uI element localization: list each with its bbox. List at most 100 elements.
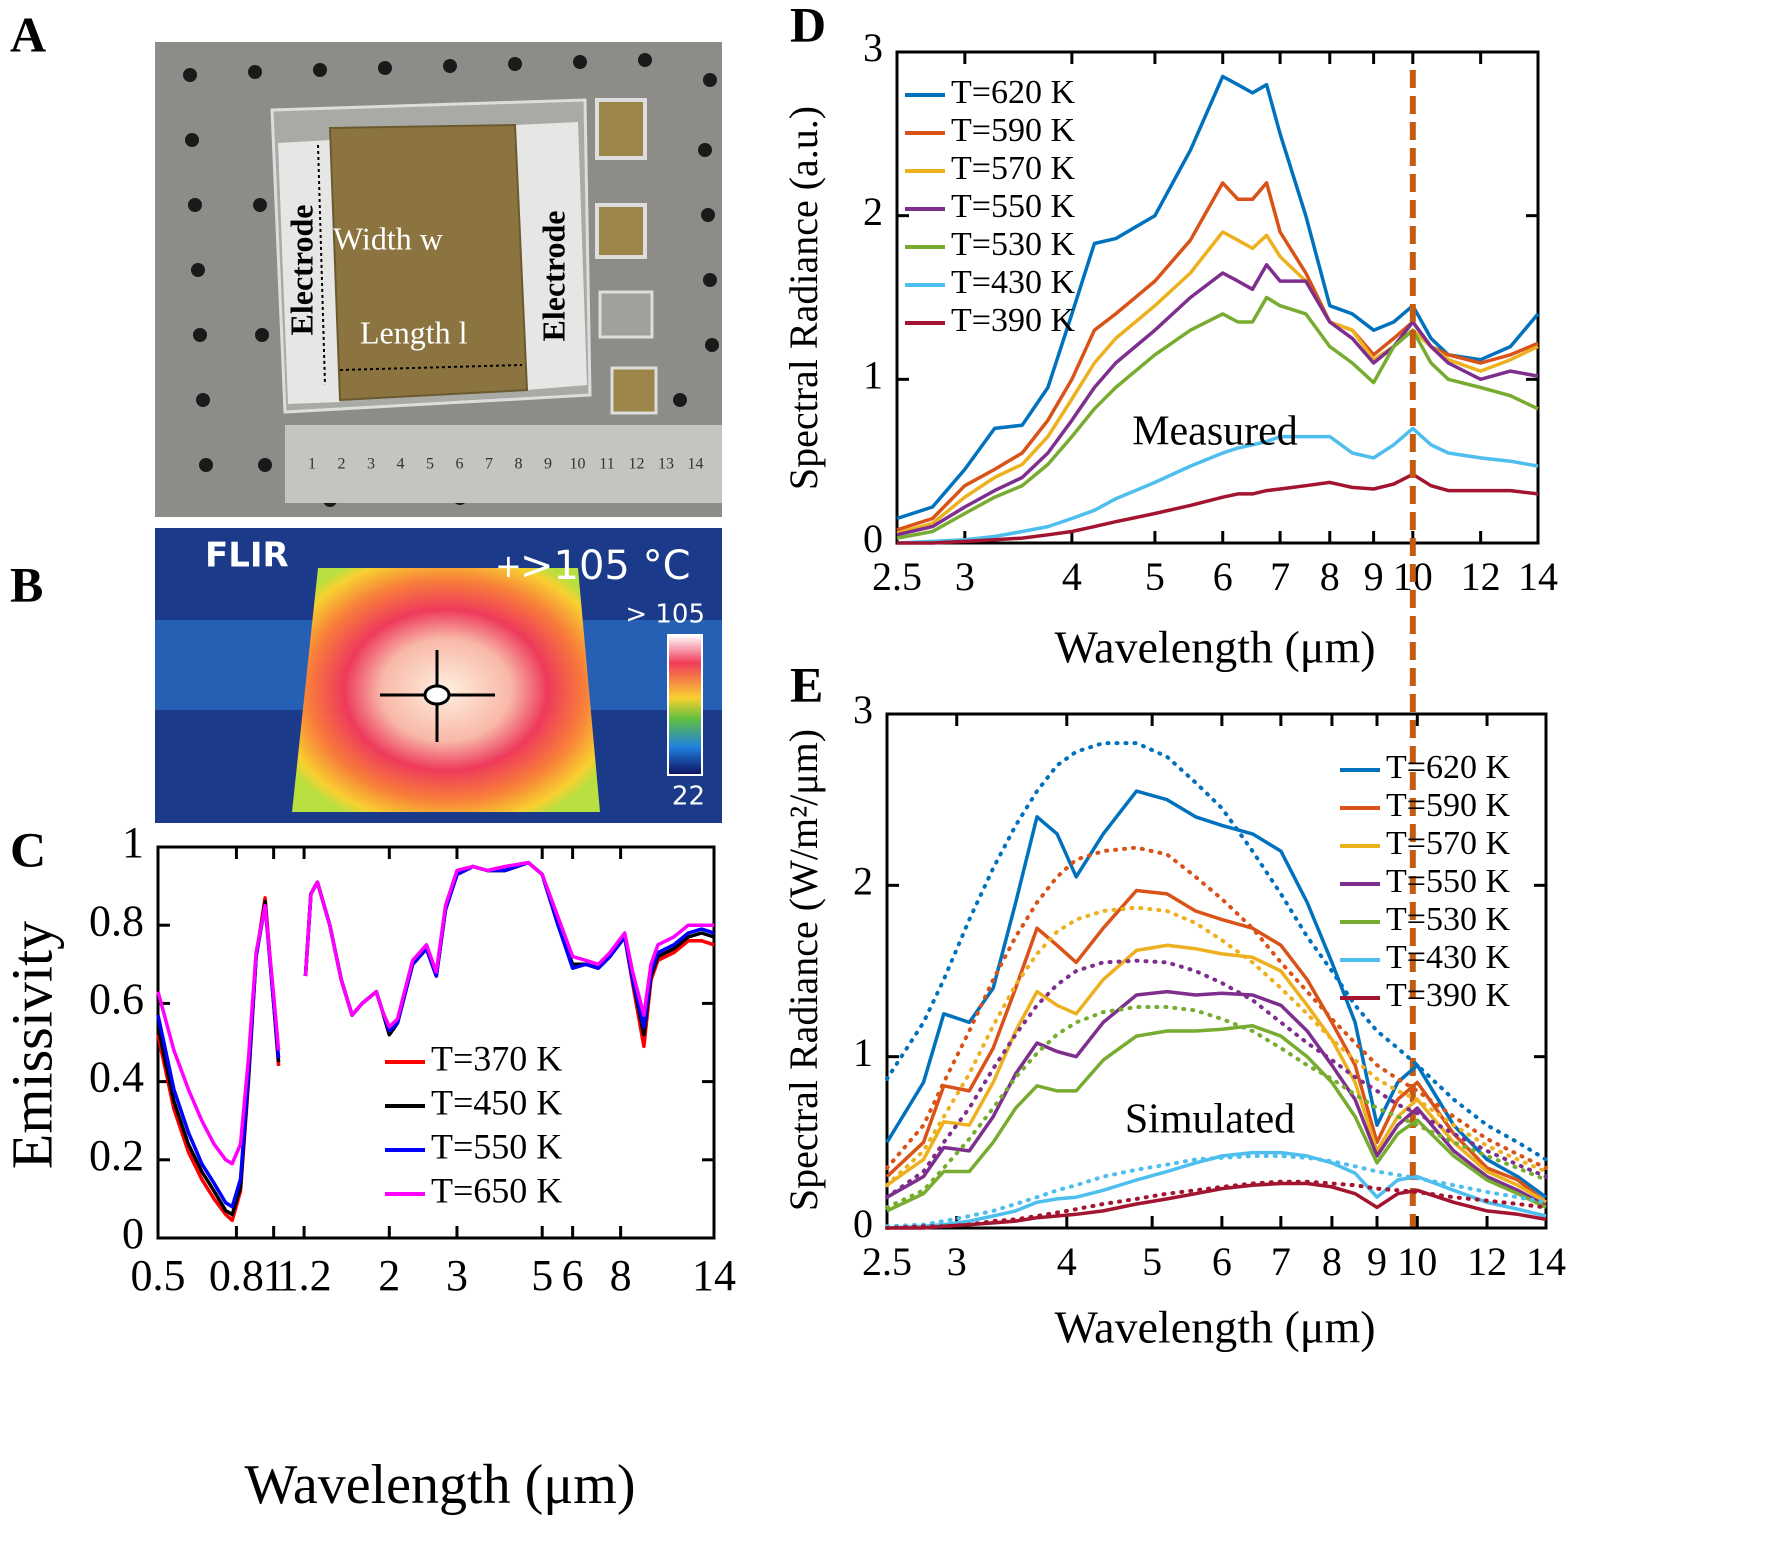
ruler-number: 10	[570, 456, 586, 473]
series-line	[885, 943, 1547, 1204]
ruler-number: 5	[426, 456, 434, 473]
legend-label: T=590 K	[1386, 787, 1510, 824]
y-tick-label: 2	[853, 859, 873, 904]
plate-holes	[183, 53, 719, 507]
length-arrow	[339, 364, 523, 371]
small-sample	[595, 203, 647, 259]
series-line	[156, 860, 714, 1166]
y-tick-label: 0.2	[89, 1131, 144, 1180]
small-sample	[610, 366, 658, 415]
sample	[328, 123, 529, 402]
panel-label: A	[10, 6, 46, 62]
x-tick-label: 14	[692, 1251, 736, 1300]
legend-label: T=620 K	[951, 74, 1075, 111]
legend-label: T=570 K	[951, 150, 1075, 187]
crosshair-icon: +	[495, 547, 522, 585]
colorbar-max: > 105	[625, 600, 705, 630]
electrode-label: Electrode	[283, 205, 319, 336]
x-tick-label: 3	[446, 1251, 468, 1300]
ruler-number: 2	[338, 456, 346, 473]
legend-label: T=550 K	[1386, 863, 1510, 900]
ruler-number: 1	[308, 456, 316, 473]
x-tick-label: 4	[1062, 554, 1082, 599]
legend-label: T=530 K	[951, 226, 1075, 263]
ruler-number: 14	[688, 456, 704, 473]
plot-frame	[885, 712, 1548, 1230]
colorbar-min: 22	[672, 782, 705, 812]
ruler-number: 11	[599, 456, 614, 473]
x-tick-label: 6	[562, 1251, 584, 1300]
plot-frame	[895, 50, 1540, 545]
x-tick-label: 4	[1057, 1239, 1077, 1284]
chart: 00.20.40.60.810.5 0.811.2 2 3 5 6 8 14T=370 KT=…	[0, 818, 736, 1516]
ruler-number: 4	[397, 456, 405, 473]
ruler-number: 13	[658, 456, 674, 473]
brand: FLIR	[205, 536, 289, 576]
small-sample	[595, 98, 647, 160]
ruler-number: 3	[367, 456, 375, 473]
electrode	[515, 122, 587, 390]
x-tick-label: 3	[947, 1239, 967, 1284]
panel-label: B	[10, 556, 43, 612]
ruler	[285, 425, 722, 503]
legend-label: T=620 K	[1386, 749, 1510, 786]
y-tick-label: 1	[863, 353, 883, 398]
y-tick-label: 3	[853, 687, 873, 732]
series-line	[886, 989, 1547, 1208]
panel-b: FLIR + >105 °C > 105 22 B	[10, 528, 722, 823]
x-tick-label: 14	[1518, 554, 1558, 599]
x-tick-label: 1	[263, 1251, 285, 1300]
x-tick-label: 5	[531, 1251, 553, 1300]
x-tick-label: 8	[1320, 554, 1340, 599]
x-tick-label: 2.5	[862, 1239, 912, 1284]
panel-a: 1 2 3 4 5 6 7 8 9 10 11 12 13 14 Electrode Electrode …	[10, 6, 722, 517]
annotation: Simulated	[1125, 1097, 1295, 1143]
series-line	[886, 1150, 1547, 1230]
panel-label: E	[790, 656, 823, 712]
x-tick-label: 8	[610, 1251, 632, 1300]
width-arrow	[317, 144, 326, 386]
legend-label: T=430 K	[1386, 939, 1510, 976]
x-tick-label: 0.8	[209, 1251, 264, 1300]
ruler-number: 7	[485, 456, 493, 473]
width-label: Width w	[333, 220, 443, 256]
y-axis-label: Spectral Radiance (a.u.)	[781, 106, 826, 490]
series-line	[896, 263, 1539, 537]
y-tick-label: 1	[122, 818, 144, 867]
colorbar	[667, 634, 703, 776]
x-tick-label: 7	[1270, 554, 1290, 599]
ruler-number: 12	[629, 456, 645, 473]
series-line	[897, 472, 1539, 545]
ruler-number: 9	[544, 456, 552, 473]
crosshair	[380, 650, 495, 742]
series-line	[887, 1181, 1547, 1230]
y-tick-label: 0.8	[89, 896, 144, 945]
x-tick-label: 0.5	[131, 1251, 186, 1300]
x-tick-label: 2.5	[872, 554, 922, 599]
legend-label: T=550 K	[431, 1126, 562, 1166]
legend-label: T=650 K	[431, 1170, 562, 1210]
legend-label: T=390 K	[951, 302, 1075, 339]
x-axis-label: Wavelength (μm)	[1054, 1302, 1375, 1353]
x-tick-label: 9	[1367, 1239, 1387, 1284]
x-tick-label: 9	[1364, 554, 1384, 599]
x-tick-label: 12	[1467, 1239, 1507, 1284]
series-line	[896, 426, 1539, 545]
x-tick-label: 8	[1322, 1239, 1342, 1284]
x-tick-label: 5	[1145, 554, 1165, 599]
ruler-number: 8	[515, 456, 523, 473]
y-tick-label: 0	[122, 1209, 144, 1258]
ruler-numbers: 1 2 3 4 5 6 7 8 9 10 11 12 13 14	[308, 456, 704, 473]
legend-label: T=390 K	[1386, 977, 1510, 1014]
x-tick-label: 6	[1212, 1239, 1232, 1284]
y-axis-label: Spectral Radiance (W/m²/μm)	[781, 729, 826, 1211]
legend-label: T=550 K	[951, 188, 1075, 225]
annotation: Measured	[1132, 409, 1298, 455]
x-tick-label: 3	[955, 554, 975, 599]
x-tick-label: 12	[1461, 554, 1501, 599]
legend-label: T=590 K	[951, 112, 1075, 149]
y-tick-label: 2	[863, 189, 883, 234]
x-tick-label: 1.2	[277, 1251, 332, 1300]
legend-label: T=530 K	[1386, 901, 1510, 938]
